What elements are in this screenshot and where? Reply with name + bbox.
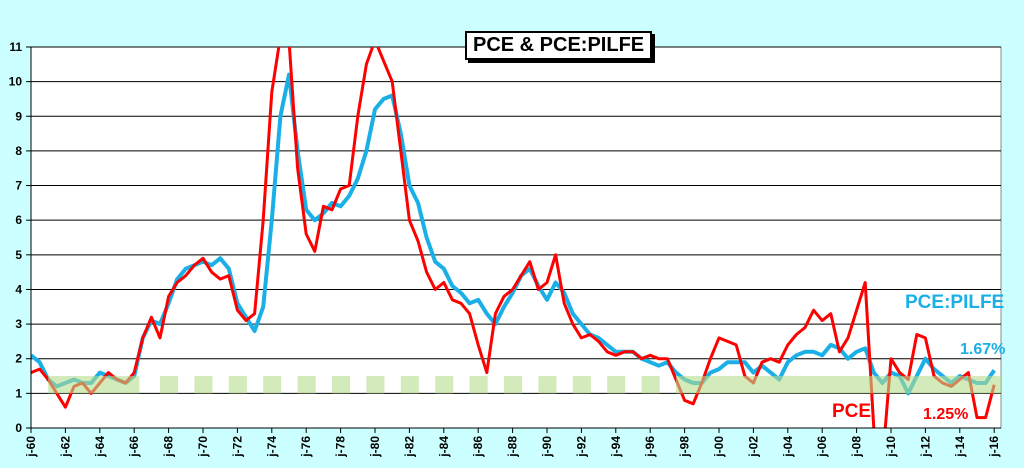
target-band [435,376,454,394]
x-tick-label: j-76 [299,436,313,458]
y-tick-label: 5 [15,248,22,262]
data-label-pilfe-last: 1.67% [960,341,1006,358]
x-tick-label: j-06 [815,436,829,458]
target-band [676,376,1001,394]
x-tick-label: j-90 [540,436,554,458]
x-tick-label: j-00 [712,436,726,458]
target-band [469,376,488,394]
x-tick-label: j-68 [162,436,176,458]
x-tick-label: j-92 [574,436,588,458]
x-tick-label: j-08 [850,436,864,458]
x-tick-label: j-64 [93,436,107,458]
x-tick-label: j-62 [58,436,72,458]
x-tick-label: j-72 [230,436,244,458]
y-tick-label: 2 [15,352,22,366]
target-band [332,376,351,394]
data-label-pce-last: 1.25% [923,406,969,423]
x-tick-label: j-02 [746,436,760,458]
x-tick-label: j-98 [678,436,692,458]
chart-title: PCE & PCE:PILFE [465,31,653,60]
x-tick-label: j-82 [402,436,416,458]
x-tick-label: j-84 [437,436,451,458]
x-tick-label: j-10 [884,436,898,458]
target-band [641,376,660,394]
y-tick-label: 11 [9,40,22,54]
y-tick-label: 3 [15,317,22,331]
legend-label-pce: PCE [832,401,872,422]
x-tick-label: j-86 [471,436,485,458]
y-tick-label: 9 [15,109,22,123]
series-line-pce [31,47,996,428]
y-tick-label: 1 [15,386,22,400]
target-band [607,376,626,394]
x-tick-label: j-80 [368,436,382,458]
y-tick-label: 6 [15,213,22,227]
x-tick-label: j-78 [334,436,348,458]
x-tick-label: j-74 [265,436,279,458]
x-tick-label: j-04 [781,436,795,458]
y-tick-label: 4 [15,282,22,296]
target-band [263,376,282,394]
y-tick-label: 7 [15,179,22,193]
target-band [366,376,385,394]
y-tick-label: 0 [15,421,22,435]
x-tick-label: j-16 [987,436,1001,458]
y-tick-label: 10 [9,75,23,89]
x-tick-label: j-88 [506,436,520,458]
target-band [48,376,140,394]
target-band [538,376,557,394]
x-tick-label: j-96 [643,436,657,458]
target-band [194,376,213,394]
x-tick-label: j-60 [24,436,38,458]
legend-label-pilfe: PCE:PILFE [905,292,1005,313]
target-band [160,376,179,394]
target-band [228,376,247,394]
y-tick-label: 8 [15,144,22,158]
x-tick-label: j-70 [196,436,210,458]
target-band [504,376,523,394]
plot-area [30,46,1002,429]
x-tick-label: j-66 [127,436,141,458]
x-tick-label: j-14 [953,436,967,458]
target-band [400,376,419,394]
target-band [297,376,316,394]
x-tick-label: j-12 [918,436,932,458]
target-band [572,376,591,394]
x-tick-label: j-94 [609,436,623,458]
